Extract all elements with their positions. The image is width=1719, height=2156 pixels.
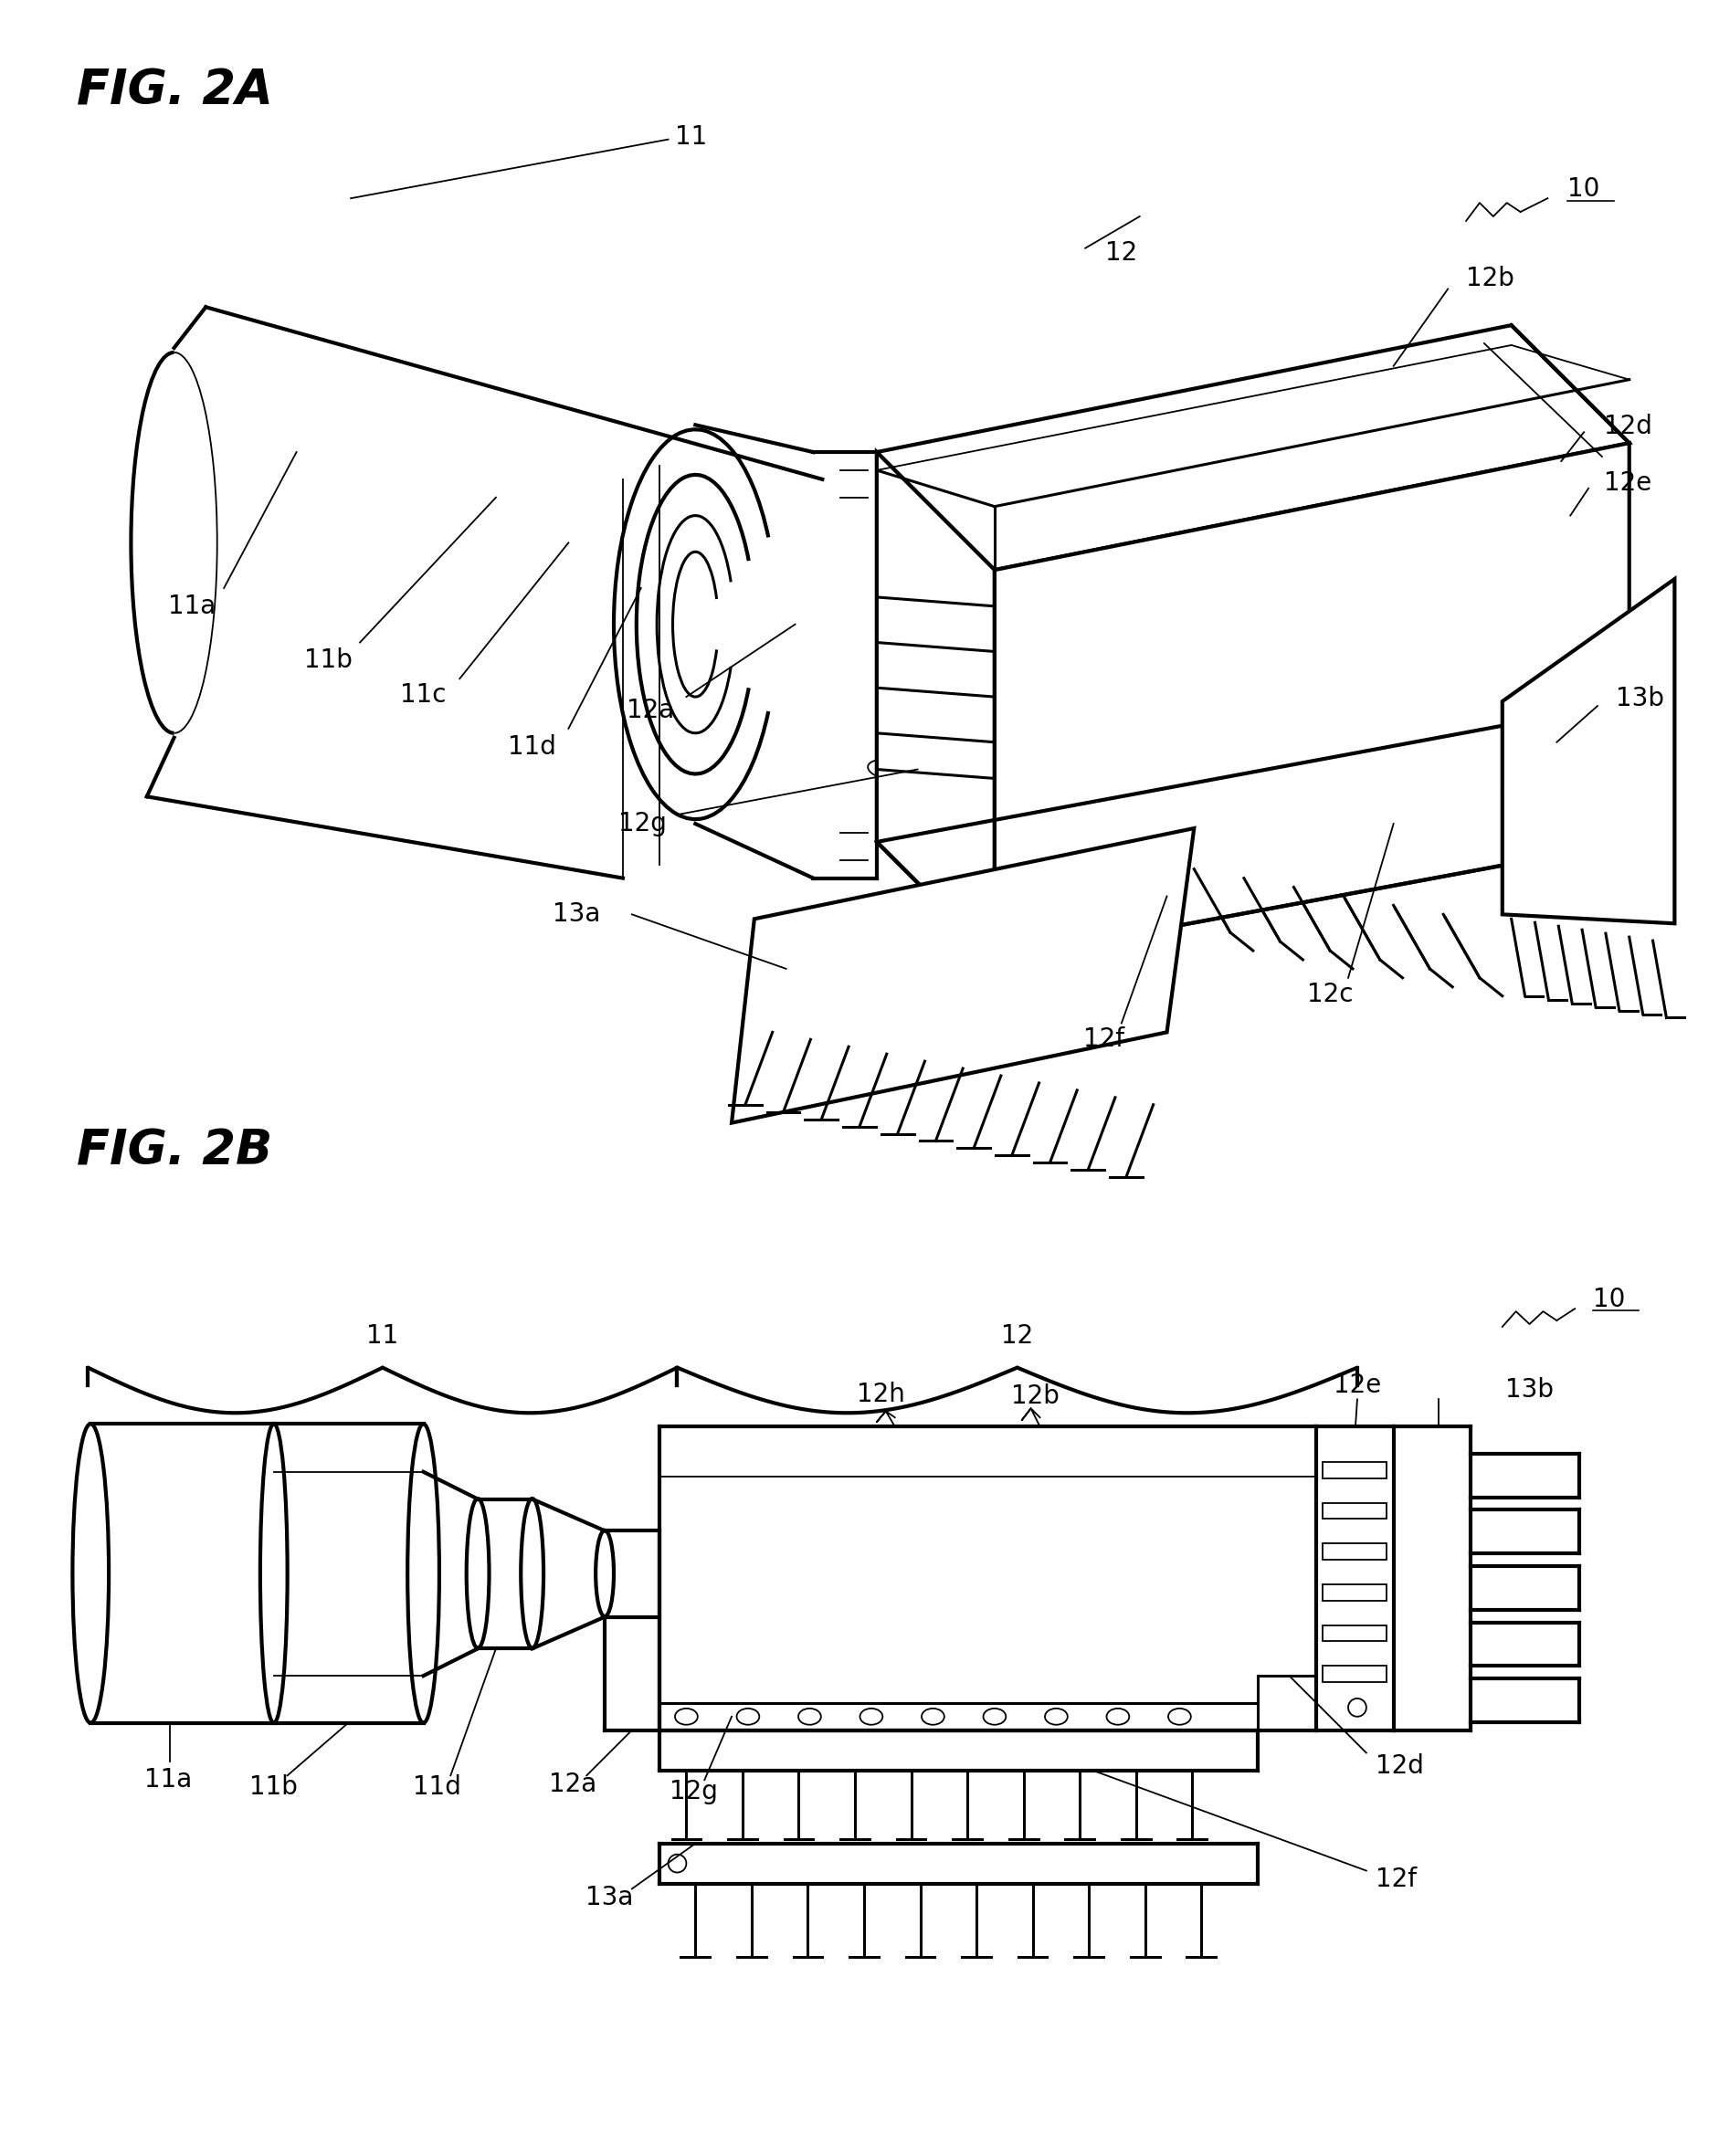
Text: 12g: 12g <box>669 1779 717 1805</box>
Ellipse shape <box>868 759 902 778</box>
Ellipse shape <box>1275 826 1312 845</box>
Text: 12f: 12f <box>1083 1026 1123 1052</box>
Ellipse shape <box>860 1708 882 1725</box>
Text: 11: 11 <box>366 1324 399 1350</box>
Text: FIG. 2B: FIG. 2B <box>77 1128 273 1175</box>
Text: 10: 10 <box>1592 1287 1624 1313</box>
Bar <box>1322 1585 1386 1600</box>
Bar <box>1322 1462 1386 1479</box>
Text: 12e: 12e <box>1604 470 1650 496</box>
Bar <box>1322 1667 1386 1682</box>
Text: 11c: 11c <box>401 681 447 707</box>
Ellipse shape <box>1045 1708 1067 1725</box>
Ellipse shape <box>1532 494 1544 511</box>
FancyArrowPatch shape <box>1344 899 1379 957</box>
Ellipse shape <box>921 1708 944 1725</box>
Ellipse shape <box>1580 530 1594 550</box>
Text: 11d: 11d <box>413 1774 461 1800</box>
Polygon shape <box>731 828 1193 1123</box>
FancyArrowPatch shape <box>1245 880 1279 940</box>
Text: 12a: 12a <box>548 1772 596 1798</box>
Text: 11: 11 <box>674 123 707 149</box>
Polygon shape <box>877 453 994 959</box>
Ellipse shape <box>674 1708 698 1725</box>
Ellipse shape <box>260 1423 287 1723</box>
Ellipse shape <box>407 1423 438 1723</box>
Text: 12b: 12b <box>1465 265 1513 291</box>
Ellipse shape <box>72 1423 108 1723</box>
Text: FIG. 2A: FIG. 2A <box>77 67 273 114</box>
Text: 12g: 12g <box>619 811 667 837</box>
Polygon shape <box>1501 580 1674 923</box>
Text: 12: 12 <box>1105 239 1136 265</box>
Ellipse shape <box>1167 1708 1190 1725</box>
Text: 13a: 13a <box>552 901 600 927</box>
Text: 10: 10 <box>1566 177 1599 203</box>
Ellipse shape <box>935 772 971 789</box>
Text: 13b: 13b <box>1504 1378 1552 1404</box>
Ellipse shape <box>1564 517 1576 537</box>
FancyArrowPatch shape <box>1294 890 1329 949</box>
Text: 12a: 12a <box>626 699 674 722</box>
Text: 11b: 11b <box>304 647 352 673</box>
Circle shape <box>1348 1699 1365 1716</box>
Polygon shape <box>877 326 1628 569</box>
Circle shape <box>762 957 782 979</box>
Ellipse shape <box>466 1498 488 1647</box>
Ellipse shape <box>983 1708 1006 1725</box>
Text: 11a: 11a <box>168 593 217 619</box>
Ellipse shape <box>1207 815 1243 832</box>
Text: 12d: 12d <box>1604 414 1652 440</box>
Text: 12d: 12d <box>1375 1753 1423 1779</box>
Ellipse shape <box>736 1708 758 1725</box>
Text: 13b: 13b <box>1614 686 1664 711</box>
Text: 11d: 11d <box>507 733 555 759</box>
Text: 12b: 12b <box>1011 1384 1059 1410</box>
Bar <box>1322 1503 1386 1520</box>
Text: 11b: 11b <box>249 1774 297 1800</box>
Bar <box>1322 1544 1386 1559</box>
Ellipse shape <box>1343 837 1379 856</box>
Circle shape <box>1482 776 1504 798</box>
FancyArrowPatch shape <box>1394 908 1428 966</box>
Text: 12f: 12f <box>1375 1867 1416 1893</box>
Text: 11a: 11a <box>144 1768 191 1794</box>
Circle shape <box>1501 750 1520 770</box>
Ellipse shape <box>798 1708 820 1725</box>
Ellipse shape <box>1140 804 1176 821</box>
Circle shape <box>669 1854 686 1874</box>
Ellipse shape <box>1597 543 1609 563</box>
Text: 12c: 12c <box>1306 981 1353 1007</box>
Ellipse shape <box>595 1531 614 1617</box>
Text: 13a: 13a <box>584 1884 633 1910</box>
Text: 12e: 12e <box>1332 1373 1380 1399</box>
Polygon shape <box>994 442 1628 959</box>
Ellipse shape <box>521 1498 543 1647</box>
FancyArrowPatch shape <box>1444 916 1478 977</box>
Text: 12h: 12h <box>856 1382 904 1408</box>
Ellipse shape <box>1004 783 1040 800</box>
FancyArrowPatch shape <box>1195 871 1229 931</box>
Ellipse shape <box>1105 1708 1129 1725</box>
Ellipse shape <box>1547 507 1561 524</box>
Ellipse shape <box>1071 793 1107 811</box>
Text: 12: 12 <box>1000 1324 1033 1350</box>
Bar <box>1322 1626 1386 1641</box>
